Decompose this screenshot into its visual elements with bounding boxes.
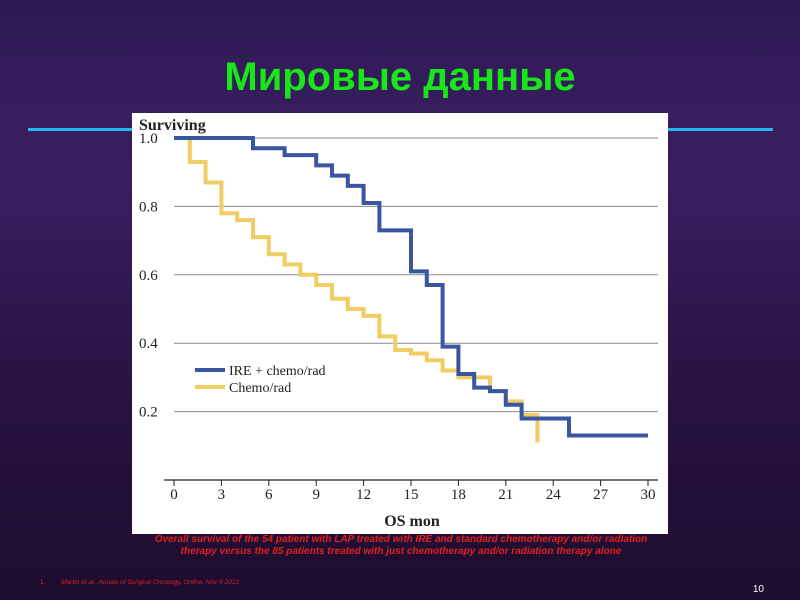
legend-label-ire: IRE + chemo/rad [229,364,326,379]
x-tick-label: 3 [218,487,226,503]
x-tick-label: 9 [312,487,320,503]
x-tick-label: 27 [593,487,609,503]
legend-label-chemo: Chemo/rad [229,381,291,396]
footnote: 1. Martin et al., Annals of Surgical Onc… [40,579,239,586]
x-tick-label: 6 [265,487,273,503]
tick-labels: 0 3 6 9 12 15 18 21 24 27 30 0.2 0.4 0.6 0.8 1.0 [139,131,656,503]
y-tick-label: 0.4 [139,336,158,352]
figure-caption: Overall survival of the 54 patient with … [154,534,648,557]
y-tick-label: 0.2 [139,405,158,421]
series-line-chemo [187,138,540,443]
legend: IRE + chemo/rad Chemo/rad [195,364,326,396]
x-tick-label: 30 [641,487,656,503]
page-number: 10 [752,584,764,595]
x-axis-label: OS mon [384,513,440,530]
x-tick-label: 24 [546,487,562,503]
slide-title: Мировые данные [224,55,576,99]
series-line-ire [174,136,648,438]
survival-chart: 0 3 6 9 12 15 18 21 24 27 30 0.2 0.4 0.6 0.8 1.0 Surviv… [132,113,668,534]
x-tick-label: 15 [404,487,419,503]
x-tick-label: 12 [356,487,371,503]
x-tick-label: 0 [170,487,178,503]
y-tick-label: 1.0 [139,131,158,147]
series [174,136,648,443]
y-tick-label: 0.6 [139,268,158,284]
survival-chart-svg: 0 3 6 9 12 15 18 21 24 27 30 0.2 0.4 0.6 0.8 1.0 Surviv… [139,117,658,530]
axes [164,479,658,486]
y-tick-label: 0.8 [139,199,158,215]
y-axis-label: Surviving [139,117,206,134]
x-tick-label: 18 [451,487,466,503]
x-tick-label: 21 [498,487,513,503]
footnote-citation: Martin et al., Annals of Surgical Oncolo… [61,579,239,586]
footnote-number: 1. [40,579,46,586]
